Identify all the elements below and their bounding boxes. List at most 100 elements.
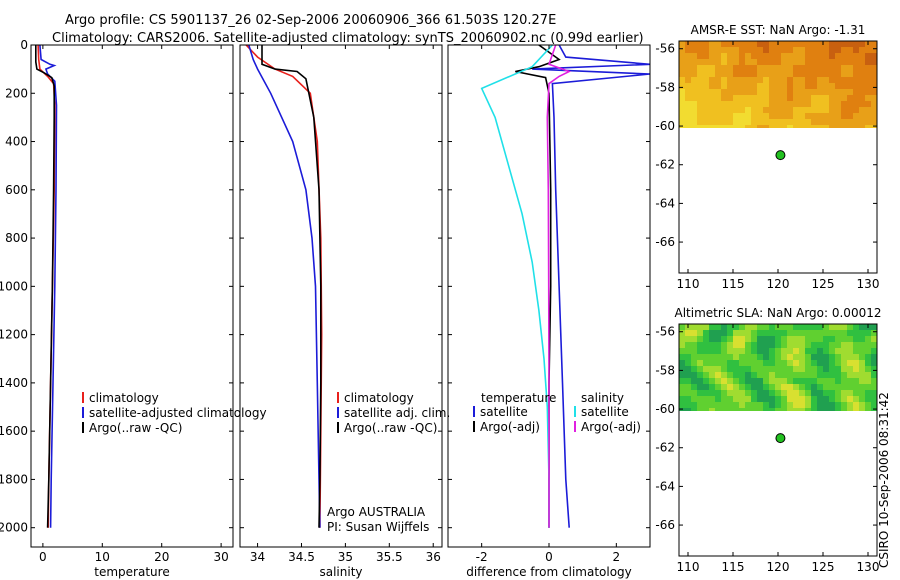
map-cell (841, 71, 847, 77)
map-cell (811, 354, 817, 360)
map-cell (709, 390, 715, 396)
map-cell (829, 95, 835, 101)
map-cell (685, 107, 691, 113)
map-cell (847, 83, 853, 89)
map-cell (721, 336, 727, 342)
map-cell (805, 47, 811, 53)
map-cell (793, 71, 799, 77)
map-cell (841, 378, 847, 384)
map-cell (733, 119, 739, 125)
map-cell (793, 95, 799, 101)
map-cell (739, 65, 745, 71)
map-cell (685, 390, 691, 396)
map-cell (847, 101, 853, 107)
map-cell (811, 330, 817, 336)
map-cell (799, 342, 805, 348)
map-cell (799, 107, 805, 113)
map-cell (685, 366, 691, 372)
map-cell (805, 83, 811, 89)
map-cell (841, 53, 847, 59)
map-cell (697, 125, 703, 128)
map-cell (841, 89, 847, 95)
map-cell (805, 384, 811, 390)
map-cell (817, 83, 823, 89)
map-cell (721, 113, 727, 119)
map-cell (739, 71, 745, 77)
map-cell (679, 348, 685, 354)
map-cell (817, 65, 823, 71)
map-cell (733, 95, 739, 101)
map-cell (835, 336, 841, 342)
map-cell (691, 378, 697, 384)
map-cell (823, 59, 829, 65)
map-cell (841, 354, 847, 360)
map-cell (781, 53, 787, 59)
map-cell (799, 53, 805, 59)
map-cell (775, 95, 781, 101)
map-cell (679, 107, 685, 113)
map-cell (817, 336, 823, 342)
map-cell (751, 89, 757, 95)
map-cell (817, 348, 823, 354)
map-cell (721, 89, 727, 95)
map-cell (805, 65, 811, 71)
map-cell (799, 378, 805, 384)
map-cell (727, 408, 733, 411)
map-cell (829, 59, 835, 65)
map-cell (865, 107, 871, 113)
map-cell (793, 125, 799, 128)
map-cell (703, 396, 709, 402)
map-cell (835, 89, 841, 95)
map-cell (721, 378, 727, 384)
map-cell (745, 47, 751, 53)
map-cell (859, 342, 865, 348)
map-cell (823, 390, 829, 396)
map-cell (679, 330, 685, 336)
map-cell (727, 330, 733, 336)
map-cell (685, 402, 691, 408)
map-cell (745, 360, 751, 366)
map-cell (847, 77, 853, 83)
map-cell (679, 384, 685, 390)
map-cell (817, 402, 823, 408)
map-ytick-label: -64 (655, 479, 675, 493)
map-cell (769, 95, 775, 101)
map-cell (697, 390, 703, 396)
map-cell (757, 125, 763, 128)
map-cell (691, 372, 697, 378)
map-cell (799, 101, 805, 107)
map-cell (793, 41, 799, 47)
map-cell (703, 77, 709, 83)
map-cell (811, 396, 817, 402)
depth-ytick-label: 600 (5, 183, 28, 197)
map-cell (769, 360, 775, 366)
map-cell (859, 366, 865, 372)
map-cell (715, 402, 721, 408)
map-cell (841, 65, 847, 71)
map-cell (757, 390, 763, 396)
map-cell (817, 71, 823, 77)
map-cell (745, 113, 751, 119)
map-cell (799, 390, 805, 396)
map-cell (781, 71, 787, 77)
depth-ytick-label: 1600 (0, 424, 28, 438)
salinity-profile-panel: 34 34.5 35 35.5 36 salinity climatologysatelli… (239, 44, 450, 579)
map-cell (829, 366, 835, 372)
map-cell (775, 101, 781, 107)
map-cell (703, 95, 709, 101)
map-cell (811, 348, 817, 354)
map-cell (721, 366, 727, 372)
map-cell (757, 89, 763, 95)
map-cell (697, 372, 703, 378)
map-cell (835, 101, 841, 107)
map-cell (757, 366, 763, 372)
map-cell (871, 366, 877, 372)
map-cell (679, 360, 685, 366)
map-cell (799, 125, 805, 128)
map-cell (859, 125, 865, 128)
map-cell (775, 89, 781, 95)
map-cell (799, 71, 805, 77)
map-cell (733, 53, 739, 59)
map-cell (781, 372, 787, 378)
map-cell (763, 101, 769, 107)
